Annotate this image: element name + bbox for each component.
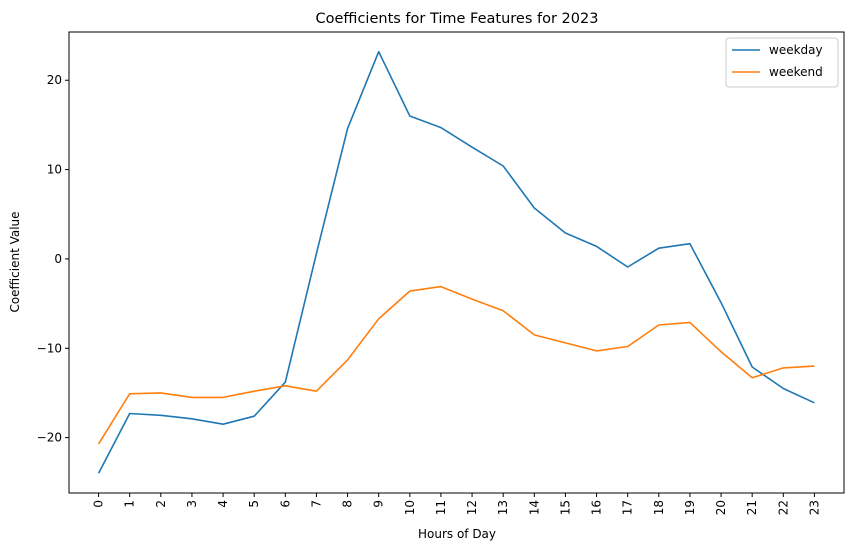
- y-tick-label: 20: [47, 73, 62, 87]
- plot-frame: [68, 31, 845, 494]
- x-tick-label: 0: [92, 500, 106, 508]
- chart-title: Coefficients for Time Features for 2023: [316, 11, 599, 27]
- x-tick-label: 15: [558, 500, 572, 515]
- x-axis: 0 1 2 3 4 5 6 7 8 9 10 11 12 13 14 15 16 17 18 19 20 21 22 23: [92, 493, 821, 515]
- x-tick-label: 8: [341, 500, 355, 508]
- x-tick-label: 4: [216, 500, 230, 508]
- y-axis: −20 −10 0 10 20: [37, 73, 69, 445]
- x-tick-label: 14: [527, 500, 541, 515]
- x-tick-label: 7: [309, 500, 323, 508]
- x-tick-label: 5: [247, 500, 261, 508]
- x-tick-label: 2: [154, 500, 168, 508]
- x-axis-label: Hours of Day: [418, 527, 496, 541]
- y-tick-label: 10: [47, 163, 62, 177]
- x-tick-label: 16: [590, 500, 604, 515]
- legend-label-weekday: weekday: [769, 43, 823, 57]
- x-tick-label: 10: [403, 500, 417, 515]
- y-tick-label: 0: [54, 252, 62, 266]
- y-axis-label: Coefficient Value: [8, 211, 22, 312]
- x-tick-label: 20: [714, 500, 728, 515]
- x-tick-label: 12: [465, 500, 479, 515]
- x-tick-label: 1: [123, 500, 137, 508]
- series-line-weekend: [97, 285, 815, 445]
- x-tick-label: 6: [278, 500, 292, 508]
- x-tick-label: 23: [807, 500, 821, 515]
- x-tick-label: 19: [683, 500, 697, 515]
- x-tick-label: 11: [434, 500, 448, 515]
- x-tick-label: 3: [185, 500, 199, 508]
- x-tick-label: 22: [776, 500, 790, 515]
- legend: weekday weekend: [725, 37, 839, 88]
- y-tick-label: −20: [37, 431, 62, 445]
- x-tick-label: 17: [621, 500, 635, 515]
- x-tick-label: 9: [372, 500, 386, 508]
- series-line-weekday: [97, 50, 815, 474]
- y-tick-label: −10: [37, 341, 62, 355]
- x-tick-label: 18: [652, 500, 666, 515]
- x-tick-label: 13: [496, 500, 510, 515]
- series-lines: [97, 50, 815, 474]
- legend-label-weekend: weekend: [769, 65, 823, 79]
- x-tick-label: 21: [745, 500, 759, 515]
